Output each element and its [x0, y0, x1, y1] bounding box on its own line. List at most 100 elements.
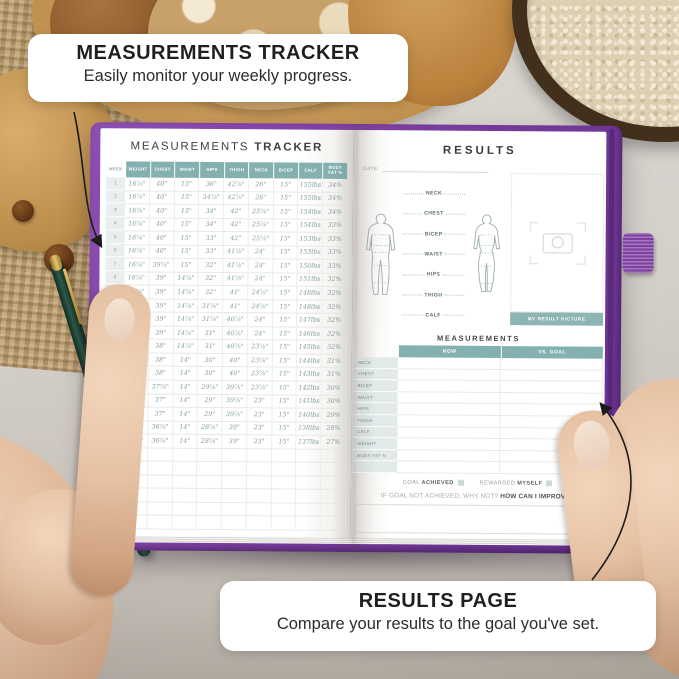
tracker-cell: 15" [272, 394, 298, 408]
body-part-label: CHEST [424, 210, 444, 217]
tracker-cell: 23⅞" [247, 381, 273, 394]
tracker-cell [296, 449, 322, 462]
tracker-cell: 39" [148, 312, 174, 326]
week-number: 3 [105, 204, 125, 217]
tracker-cell: 41" [223, 286, 249, 300]
tracker-cell: 39" [222, 435, 248, 448]
tracker-cell: 41" [223, 299, 249, 313]
tracker-cell: 39" [148, 299, 174, 313]
body-part-label: HIPS [426, 271, 441, 278]
tracker-cell: 154lbs [298, 219, 324, 232]
tracker-cell [296, 489, 322, 503]
tracker-col-header: CALF [298, 162, 323, 179]
camera-frame [529, 221, 586, 265]
tracker-cell: 39" [149, 272, 175, 285]
tracker-cell [147, 488, 173, 502]
tracker-cell [246, 502, 272, 516]
tracker-cell: 32" [198, 272, 224, 286]
tracker-cell: 38" [148, 339, 174, 353]
tracker-cell: 148lbs [297, 300, 323, 314]
callout-subtitle: Easily monitor your weekly progress. [83, 67, 353, 85]
open-notebook: MEASUREMENTS TRACKER WEEK WEIGHT CHEST WAIS… [87, 122, 654, 554]
tracker-cell [197, 502, 222, 516]
left-thumbnail [103, 297, 136, 342]
tracker-cell: 36" [199, 177, 225, 191]
now-cell [397, 357, 501, 370]
tracker-cell: 31% [322, 354, 347, 368]
callout-title: MEASUREMENTS TRACKER [76, 42, 360, 64]
tracker-cell [172, 502, 198, 516]
tracker-cell: 14" [173, 353, 199, 367]
now-cell [397, 426, 500, 440]
body-label-row: BICEP [401, 231, 467, 237]
week-number: 2 [105, 190, 126, 204]
tracker-cell: 23" [247, 408, 273, 421]
tracker-cell: 25⅞" [248, 232, 274, 246]
body-part-label: THIGH [424, 292, 443, 299]
tracker-cell: 31⅞" [198, 313, 224, 326]
results-row-label: BODY FAT % [353, 449, 398, 462]
tracker-cell [197, 462, 223, 475]
tracker-cell [246, 475, 272, 489]
tracker-cell: 147lbs [297, 313, 323, 327]
tracker-cell: 42" [223, 232, 249, 245]
tracker-cell: 14⅞" [173, 326, 199, 340]
tracker-cell: 29" [197, 394, 223, 408]
tracker-cell: 31⅞" [198, 299, 224, 313]
callout-title: RESULTS PAGE [358, 590, 518, 612]
tracker-cell: 40" [149, 231, 175, 245]
tracker-cell [320, 517, 346, 530]
tracker-cell: 30% [321, 381, 347, 395]
tracker-cell: 34⅞" [199, 191, 225, 205]
tracker-cell: 15" [174, 231, 200, 245]
results-row-label: THIGH [353, 414, 398, 427]
tracker-cell: 36⅞" [148, 421, 173, 434]
tracker-cell: 153lbs [298, 232, 323, 246]
tracker-cell: 30" [198, 367, 223, 381]
tracker-cell: 28⅞" [197, 421, 223, 435]
tracker-col-header: WEEK [108, 165, 123, 171]
tracker-cell [296, 476, 322, 489]
connector-line [444, 233, 465, 235]
tracker-cell: 145lbs [297, 340, 323, 354]
tracker-cell: 16⅞" [124, 258, 150, 272]
body-part-label: WAIST [424, 251, 443, 258]
frame-corner [529, 221, 539, 231]
tracker-col-header: BODY FAT % [323, 162, 348, 179]
tracker-col-header: WEIGHT [126, 161, 150, 178]
tracker-cell: 15" [273, 273, 298, 286]
tracker-cell [247, 448, 272, 462]
male-silhouette [360, 178, 401, 334]
tracker-cell: 40" [149, 245, 175, 258]
open-pages: MEASUREMENTS TRACKER WEEK WEIGHT CHEST WAIS… [97, 128, 607, 540]
tracker-cell: 33% [322, 232, 348, 246]
tracker-cell [271, 489, 297, 503]
vs-goal-cell [500, 358, 603, 371]
tracker-cell: 155lbs [298, 178, 324, 192]
tracker-cell: 39⅞" [222, 394, 248, 408]
tracker-cell [221, 516, 247, 530]
tracker-cell: 39" [222, 421, 248, 435]
tracker-cell: 24" [248, 259, 274, 273]
tracker-cell: 153lbs [298, 246, 323, 259]
week-number: 4 [105, 217, 125, 231]
result-picture-box: MY RESULT PICTURE [510, 173, 605, 326]
connector-line [402, 253, 423, 255]
goal-achieved-label: GOAL ACHIEVED [403, 479, 464, 486]
week-number: 7 [105, 258, 125, 272]
tracker-cell: 40" [222, 367, 248, 381]
tracker-cell [321, 476, 347, 490]
tracker-cell [321, 462, 347, 476]
tracker-cell: 14" [172, 434, 198, 448]
tracker-cell: 40⅞" [223, 340, 248, 354]
tracker-cell [147, 475, 173, 488]
tracker-cell [222, 448, 248, 462]
tracker-cell: 15" [272, 300, 298, 313]
tracker-cell [147, 448, 173, 461]
body-part-label: BICEP [424, 231, 443, 238]
tracker-cell: 15" [272, 313, 298, 327]
tracker-cell: 16⅞" [124, 245, 150, 258]
body-diagram: NECK CHEST BICEP WAIST HIPS THIGH CALF [360, 178, 507, 335]
improve-answer-box [354, 504, 600, 535]
